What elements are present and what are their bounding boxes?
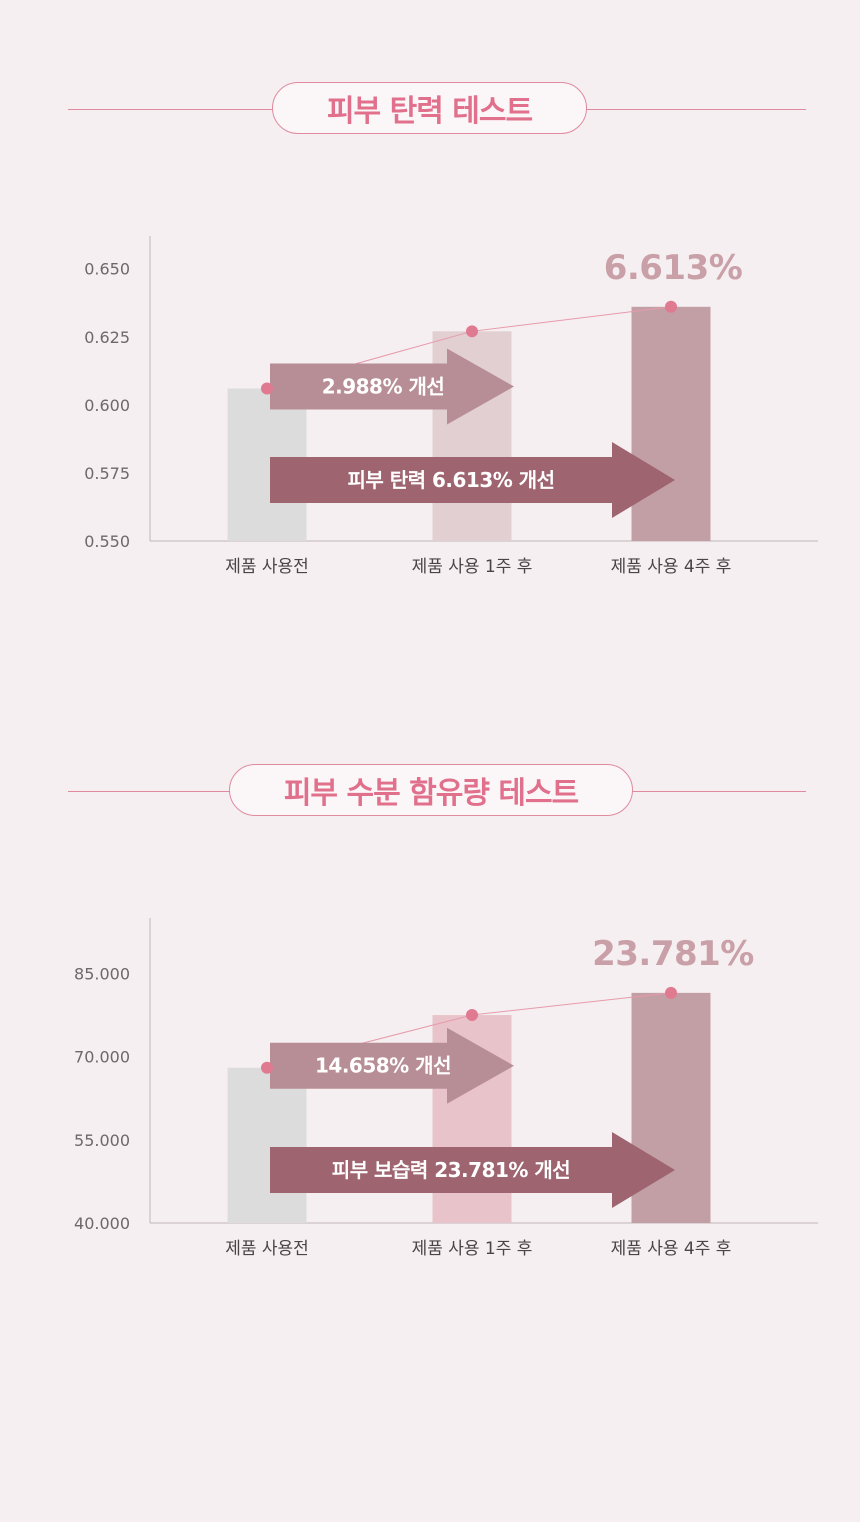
x-tick-label: 제품 사용전	[225, 1239, 309, 1259]
y-tick-label: 0.550	[84, 532, 130, 551]
y-tick-label: 0.600	[84, 396, 130, 415]
y-tick-label: 55.000	[74, 1131, 130, 1150]
bar	[631, 306, 711, 541]
data-point-dot	[665, 986, 677, 999]
highlight-percentage: 23.781%	[592, 934, 754, 974]
bar	[227, 1067, 307, 1223]
data-point-dot	[466, 1009, 478, 1022]
elasticity-chart: 0.650 0.625 0.600 0.575 0.550 제품 사용전 제품 사용 1주 …	[84, 236, 818, 577]
y-tick-label: 40.000	[74, 1214, 130, 1233]
section-title: 피부 수분 함유량 테스트	[229, 764, 633, 816]
highlight-percentage: 6.613%	[604, 248, 743, 288]
y-tick-label: 0.575	[84, 464, 130, 483]
moisture-chart: 85.000 70.000 55.000 40.000 제품 사용전 제품 사용 1주 후…	[74, 918, 818, 1259]
improvement-arrow-large	[270, 442, 675, 518]
x-tick-label: 제품 사용전	[225, 557, 309, 577]
y-tick-label: 0.650	[84, 260, 130, 279]
x-tick-label: 제품 사용 1주 후	[412, 557, 533, 577]
x-tick-label: 제품 사용 4주 후	[611, 1239, 732, 1259]
data-point-dot	[665, 300, 677, 313]
section-title: 피부 탄력 테스트	[272, 82, 587, 134]
x-tick-label: 제품 사용 4주 후	[611, 557, 732, 577]
arrow-large-label: 피부 보습력 23.781% 개선	[332, 1158, 570, 1182]
section-title-row: 피부 탄력 테스트	[0, 82, 860, 138]
y-tick-label: 0.625	[84, 328, 130, 347]
y-tick-label: 85.000	[74, 964, 130, 983]
data-point-dot	[466, 325, 478, 338]
section-title-row: 피부 수분 함유량 테스트	[0, 764, 860, 820]
data-point-dot	[261, 1061, 273, 1074]
improvement-arrow-small	[270, 348, 514, 425]
arrow-small-label: 14.658% 개선	[315, 1054, 451, 1078]
moisture-section: 피부 수분 함유량 테스트 85.000 70.000 55.000 40.000 제품…	[0, 764, 860, 1284]
elasticity-section: 피부 탄력 테스트 0.650 0.625 0.600 0.575 0.550 제품 사용…	[0, 82, 860, 602]
improvement-arrow-small	[270, 1027, 514, 1104]
arrow-large-label: 피부 탄력 6.613% 개선	[347, 468, 554, 492]
x-tick-label: 제품 사용 1주 후	[412, 1239, 533, 1259]
y-tick-label: 70.000	[74, 1048, 130, 1067]
arrow-small-label: 2.988% 개선	[322, 375, 445, 399]
improvement-arrow-large	[270, 1132, 675, 1208]
data-point-dot	[261, 382, 273, 395]
